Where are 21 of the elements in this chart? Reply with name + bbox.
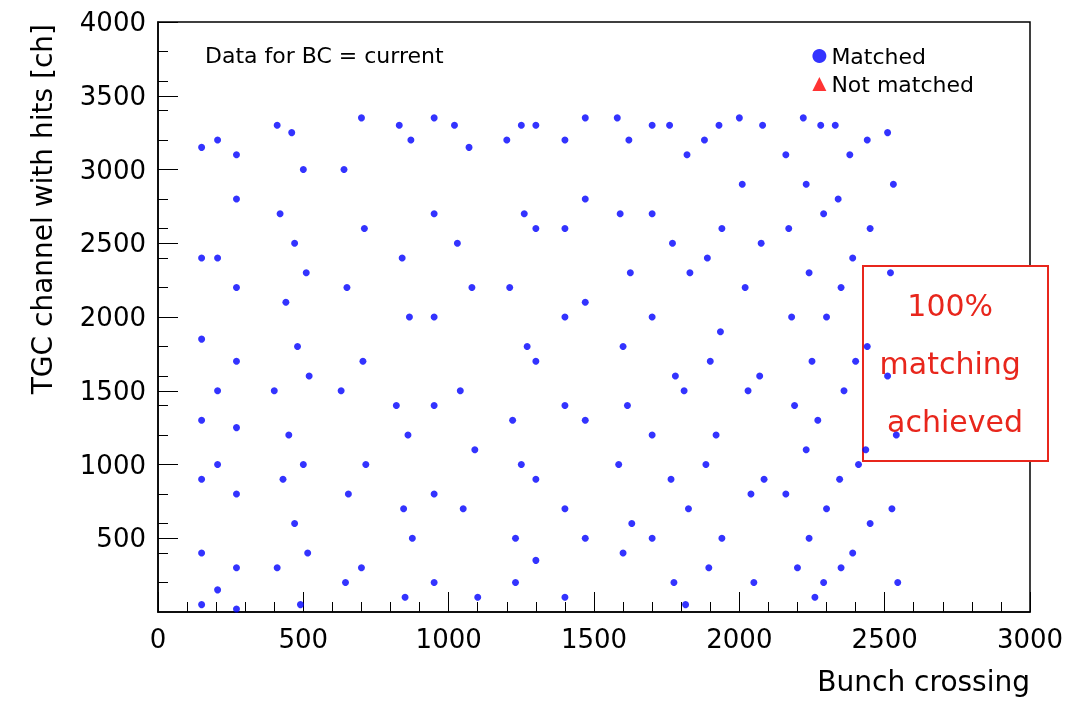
x-tick-label: 0 <box>149 624 167 654</box>
y-tick-label: 1000 <box>79 449 146 480</box>
annotation: 100% matching achieved <box>879 287 1031 439</box>
legend-label: Matched <box>831 43 927 69</box>
y-tick-label: 3500 <box>79 80 146 111</box>
y-tick-label: 2000 <box>79 302 146 332</box>
y-tick-label: 500 <box>96 523 146 554</box>
x-tick-label: 2000 <box>706 624 773 654</box>
y-axis-title: TGC channel with hits [ch] <box>25 24 59 396</box>
y-tick-label: 1500 <box>79 375 146 406</box>
y-tick-label: 4000 <box>79 7 146 37</box>
y-tick-label: 2500 <box>79 228 146 259</box>
y-tick-label: 3000 <box>79 154 146 185</box>
legend-label: Not matched <box>831 71 975 97</box>
x-tick-label: 3000 <box>996 624 1064 654</box>
x-tick-label: 1000 <box>415 624 482 654</box>
annotation: Data for BC = current <box>205 42 444 68</box>
x-axis-title: Bunch crossing <box>817 664 1030 698</box>
x-tick-label: 1500 <box>560 624 628 654</box>
x-tick-label: 2500 <box>851 624 918 654</box>
x-tick-label: 500 <box>278 624 329 654</box>
